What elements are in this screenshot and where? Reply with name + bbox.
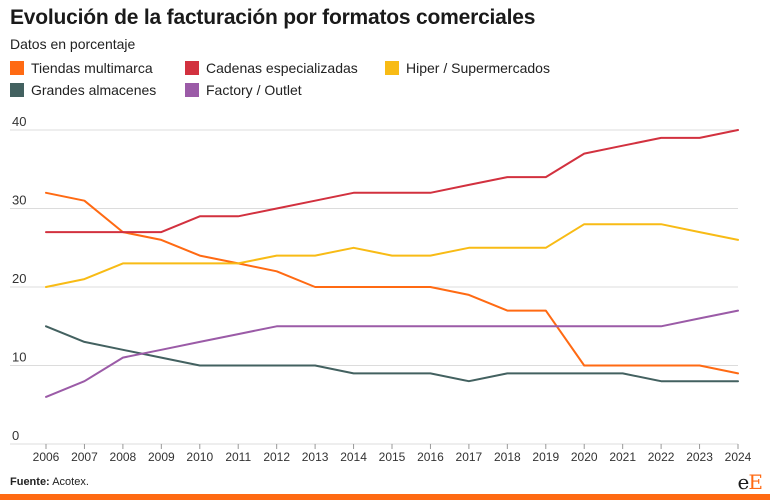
legend-swatch <box>185 61 199 75</box>
legend-label: Hiper / Supermercados <box>406 60 550 76</box>
source-note: Fuente: Acotex. <box>10 476 89 488</box>
x-tick-label: 2010 <box>186 450 213 464</box>
logo-letter-e: e <box>737 470 750 494</box>
x-tick-label: 2023 <box>686 450 713 464</box>
x-tick-label: 2017 <box>456 450 483 464</box>
y-axis-ticks: 0 10 20 30 40 <box>12 114 26 443</box>
brand-logo: eE <box>737 470 763 494</box>
legend-label: Grandes almacenes <box>31 82 157 98</box>
source-text: Acotex. <box>52 476 89 488</box>
x-tick-label: 2009 <box>148 450 175 464</box>
legend-label: Cadenas especializadas <box>206 60 358 76</box>
series-line-tiendas-multimarca <box>45 191 739 375</box>
legend: Tiendas multimarca Cadenas especializada… <box>10 58 750 102</box>
x-tick-label: 2018 <box>494 450 521 464</box>
chart-subtitle: Datos en porcentaje <box>10 36 136 52</box>
legend-item-hiper-supermercados: Hiper / Supermercados <box>385 60 550 76</box>
chart-title: Evolución de la facturación por formatos… <box>10 6 536 29</box>
x-tick-label: 2016 <box>417 450 444 464</box>
legend-label: Factory / Outlet <box>206 82 302 98</box>
legend-label: Tiendas multimarca <box>31 60 153 76</box>
x-tick-label: 2012 <box>263 450 290 464</box>
y-tick-label: 0 <box>12 428 19 443</box>
logo-letter-capital-e: E <box>748 470 763 494</box>
x-axis-ticks: 2006 2007 2008 2009 2010 2011 2012 2013 2014 2015… <box>33 444 752 464</box>
series-line-grandes-almacenes <box>45 325 739 383</box>
x-tick-label: 2008 <box>110 450 137 464</box>
x-tick-label: 2006 <box>33 450 60 464</box>
legend-swatch <box>385 61 399 75</box>
x-tick-label: 2011 <box>225 450 251 464</box>
footer-accent-bar <box>0 494 770 500</box>
x-tick-label: 2019 <box>532 450 559 464</box>
x-tick-label: 2024 <box>725 450 752 464</box>
series-line-cadenas-especializadas <box>45 129 739 234</box>
series-line-factory-outlet <box>45 309 739 398</box>
y-tick-label: 20 <box>12 271 26 286</box>
x-tick-label: 2021 <box>609 450 636 464</box>
source-label: Fuente: <box>10 476 50 488</box>
y-tick-label: 30 <box>12 193 26 208</box>
x-tick-label: 2015 <box>379 450 406 464</box>
legend-item-grandes-almacenes: Grandes almacenes <box>10 82 156 98</box>
legend-item-factory-outlet: Factory / Outlet <box>185 82 302 98</box>
y-tick-label: 10 <box>12 350 26 365</box>
legend-swatch <box>185 83 199 97</box>
x-tick-label: 2022 <box>648 450 675 464</box>
x-tick-label: 2020 <box>571 450 598 464</box>
x-tick-label: 2013 <box>302 450 329 464</box>
legend-item-cadenas-especializadas: Cadenas especializadas <box>185 60 358 76</box>
legend-item-tiendas-multimarca: Tiendas multimarca <box>10 60 153 76</box>
x-tick-label: 2007 <box>71 450 98 464</box>
series-lines <box>45 129 739 398</box>
legend-swatch <box>10 61 24 75</box>
series-line-hiper-supermercados <box>45 223 739 288</box>
y-tick-label: 40 <box>12 114 26 129</box>
legend-swatch <box>10 83 24 97</box>
x-tick-label: 2014 <box>340 450 367 464</box>
